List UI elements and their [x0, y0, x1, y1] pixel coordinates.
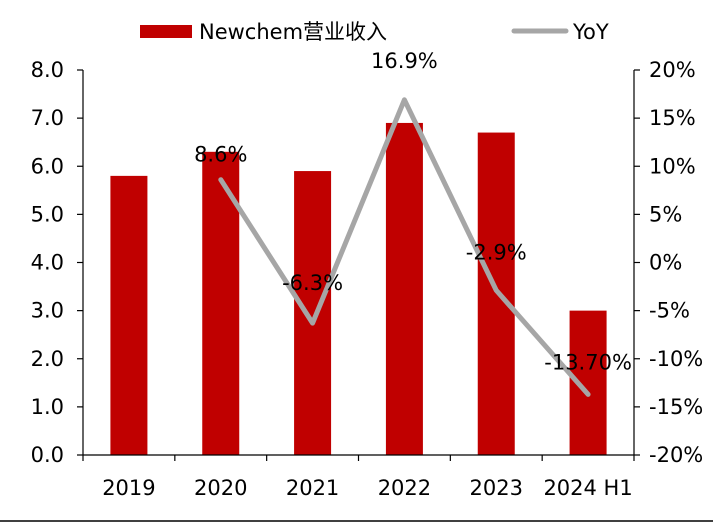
left-tick-label: 7.0: [31, 106, 64, 130]
right-tick-label: 15%: [649, 106, 696, 130]
left-tick-label: 4.0: [31, 251, 64, 275]
x-tick-label: 2021: [286, 476, 339, 500]
left-tick-label: 1.0: [31, 395, 64, 419]
x-tick-label: 2019: [102, 476, 155, 500]
left-tick-label: 2.0: [31, 347, 64, 371]
bar-2019: [110, 175, 148, 455]
right-tick-label: -5%: [649, 299, 690, 323]
yoy-data-label: -6.3%: [282, 271, 343, 295]
legend-label-bar: Newchem营业收入: [199, 20, 387, 44]
right-tick-label: 10%: [649, 154, 696, 178]
x-tick-label: 2022: [378, 476, 431, 500]
left-tick-label: 8.0: [31, 58, 64, 82]
bar-2022: [385, 122, 423, 455]
legend-label-line: YoY: [572, 20, 609, 44]
left-tick-label: 6.0: [31, 154, 64, 178]
legend: Newchem营业收入 YoY: [140, 20, 609, 44]
left-tick-label: 0.0: [31, 443, 64, 467]
left-tick-label: 5.0: [31, 202, 64, 226]
bar-series: [110, 122, 607, 455]
axes: 0.01.02.03.04.05.06.07.08.0-20%-15%-10%-…: [31, 58, 704, 500]
data-labels: 8.6% -6.3% 16.9% -2.9% -13.70%: [194, 49, 632, 375]
right-tick-label: -20%: [649, 443, 703, 467]
yoy-series: [218, 97, 591, 397]
legend-swatch-bar: [140, 25, 192, 38]
right-tick-label: 5%: [649, 202, 682, 226]
x-tick-label: 2023: [470, 476, 523, 500]
right-tick-label: 0%: [649, 251, 682, 275]
yoy-data-label: 16.9%: [371, 49, 438, 73]
x-tick-label: 2020: [194, 476, 247, 500]
left-tick-label: 3.0: [31, 299, 64, 323]
bar-2021: [294, 171, 332, 455]
yoy-data-label: -2.9%: [466, 240, 527, 264]
right-tick-label: 20%: [649, 58, 696, 82]
x-tick-label: 2024 H1: [543, 476, 632, 500]
yoy-data-label: -13.70%: [544, 350, 632, 374]
right-tick-label: -15%: [649, 395, 703, 419]
right-tick-label: -10%: [649, 347, 703, 371]
yoy-data-label: 8.6%: [194, 143, 247, 167]
